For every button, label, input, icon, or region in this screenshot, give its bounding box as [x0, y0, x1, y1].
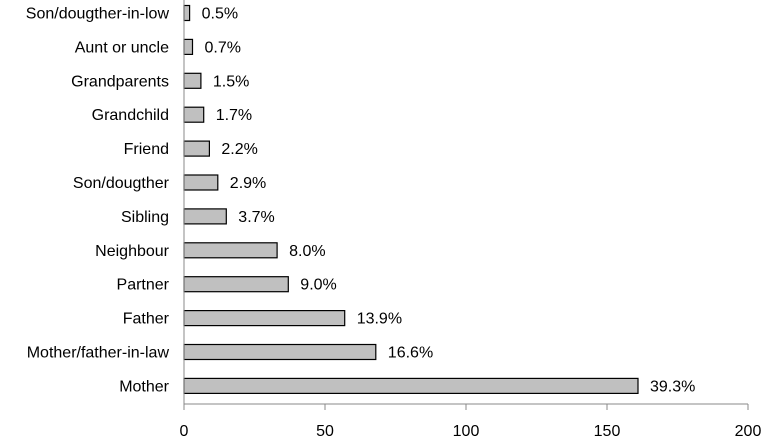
bar-0 [183, 4, 191, 22]
x-tick-label-0: 0 [180, 423, 189, 440]
bar-4 [183, 140, 210, 157]
data-label-8: 9.0% [300, 277, 336, 294]
data-label-2: 1.5% [213, 73, 249, 90]
category-label-0: Son/dougther-in-low [26, 6, 170, 23]
bar-7 [183, 242, 278, 259]
data-label-4: 2.2% [221, 141, 257, 158]
data-label-10: 16.6% [388, 345, 433, 362]
bar-6 [183, 208, 227, 225]
x-tick-label-3: 150 [594, 423, 621, 440]
category-label-11: Mother [119, 378, 169, 395]
x-tick-label-4: 200 [735, 423, 762, 440]
x-tick-label-1: 50 [316, 423, 334, 440]
data-label-11: 39.3% [650, 378, 695, 395]
category-label-6: Sibling [121, 209, 169, 226]
category-label-5: Son/dougther [73, 175, 170, 192]
data-label-3: 1.7% [216, 107, 252, 124]
data-label-0: 0.5% [202, 6, 238, 23]
data-label-9: 13.9% [357, 311, 402, 328]
bar-5 [183, 174, 219, 191]
category-label-3: Grandchild [92, 107, 169, 124]
bar-8 [183, 276, 289, 293]
bar-9 [183, 310, 346, 327]
bar-11 [183, 377, 639, 394]
data-label-5: 2.9% [230, 175, 266, 192]
category-label-10: Mother/father-in-law [27, 345, 170, 362]
bar-1 [183, 38, 194, 56]
category-label-7: Neighbour [95, 243, 170, 260]
data-label-7: 8.0% [289, 243, 325, 260]
x-tick-label-2: 100 [453, 423, 480, 440]
bar-2 [183, 72, 202, 89]
category-label-1: Aunt or uncle [75, 39, 169, 56]
category-label-8: Partner [117, 277, 170, 294]
bar-3 [183, 106, 205, 123]
bar-10 [183, 343, 377, 361]
data-label-6: 3.7% [238, 209, 274, 226]
category-label-2: Grandparents [71, 73, 169, 90]
data-label-1: 0.7% [205, 39, 241, 56]
category-label-4: Friend [124, 141, 169, 158]
category-label-9: Father [123, 311, 170, 328]
